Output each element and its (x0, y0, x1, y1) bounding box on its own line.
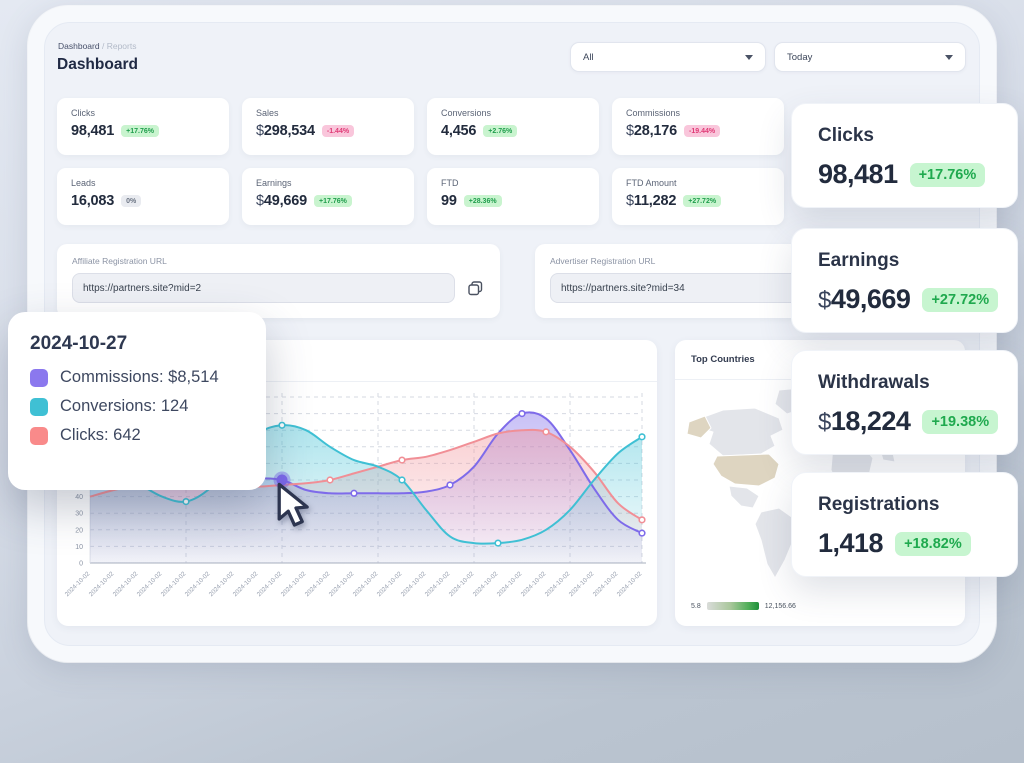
trend-badge: +27.72% (922, 287, 999, 312)
chevron-down-icon (945, 54, 953, 60)
trend-badge: +17.76% (314, 195, 352, 207)
floating-card-value: 18,224 (830, 406, 911, 436)
mouse-cursor-icon (277, 482, 309, 527)
stat-value: 99 (441, 193, 457, 209)
advertiser-url-label: Advertiser Registration URL (550, 256, 656, 266)
period-filter-value: Today (787, 51, 813, 63)
floating-card-label: Earnings (818, 250, 900, 271)
breadcrumb-dashboard-link[interactable]: Dashboard (58, 41, 100, 51)
map-scale-min: 5.8 (691, 602, 701, 610)
floating-withdrawals-card: Withdrawals $18,224 +19.38% (791, 350, 1018, 455)
trend-badge: +28.36% (463, 195, 502, 207)
chart-card-header (57, 340, 657, 382)
svg-text:0: 0 (79, 561, 83, 568)
copy-button[interactable] (465, 278, 485, 298)
tooltip-row-clicks: Clicks: 642 (30, 426, 244, 445)
floating-card-value: 49,669 (830, 284, 911, 314)
tooltip-row-commissions: Commissions: $8,514 (30, 368, 244, 387)
category-filter-value: All (583, 51, 594, 63)
trend-badge: +17.76% (909, 162, 986, 187)
floating-card-label: Clicks (818, 125, 874, 146)
trend-badge: +19.38% (922, 409, 999, 434)
commissions-swatch (30, 368, 48, 387)
trend-badge: +18.82% (895, 531, 971, 556)
trend-badge: +27.72% (683, 195, 722, 207)
period-filter-select[interactable]: Today (774, 42, 966, 72)
trend-badge: +2.76% (483, 125, 518, 137)
trend-badge: -1.44% (321, 125, 355, 137)
stat-label: Clicks (71, 108, 95, 118)
clicks-swatch (30, 426, 48, 445)
map-alaska-highlighted (686, 415, 712, 439)
tooltip-row-conversions: Conversions: 124 (30, 397, 244, 416)
page-title: Dashboard (57, 56, 138, 73)
floating-card-label: Withdrawals (818, 372, 930, 393)
copy-icon (467, 280, 482, 295)
breadcrumb-separator: / (101, 41, 107, 51)
stat-label: Leads (71, 178, 96, 188)
stat-value: 98,481 (71, 123, 115, 139)
stat-value: $49,669 (256, 193, 308, 209)
svg-text:30: 30 (75, 511, 83, 518)
trend-badge: 0% (121, 195, 142, 207)
stat-value: $28,176 (626, 123, 678, 139)
stat-label: Sales (256, 108, 279, 118)
stat-value: 16,083 (71, 193, 115, 209)
svg-text:10: 10 (75, 544, 83, 551)
stat-label: FTD (441, 178, 459, 188)
chart-tooltip: 2024-10-27 Commissions: $8,514 Conversio… (8, 312, 266, 490)
stat-label: Earnings (256, 178, 292, 188)
breadcrumb: Dashboard / Reports (58, 41, 136, 51)
stat-card-commissions: Commissions $28,176 -19.44% (612, 98, 784, 155)
conversions-swatch (30, 397, 48, 416)
trend-badge: +17.76% (121, 125, 159, 137)
stat-card-conversions: Conversions 4,456 +2.76% (427, 98, 599, 155)
stat-label: Conversions (441, 108, 492, 118)
svg-text:2024-10-02: 2024-10-02 (616, 570, 644, 598)
stat-card-leads: Leads 16,083 0% (57, 168, 229, 225)
stat-card-earnings: Earnings $49,669 +17.76% (242, 168, 414, 225)
floating-clicks-card: Clicks 98,481 +17.76% (791, 103, 1018, 208)
floating-earnings-card: Earnings $49,669 +27.72% (791, 228, 1018, 333)
stat-value: 4,456 (441, 123, 477, 139)
floating-registrations-card: Registrations 1,418 +18.82% (791, 472, 1018, 577)
floating-card-value: 98,481 (818, 159, 898, 189)
chevron-down-icon (745, 54, 753, 60)
floating-card-label: Registrations (818, 494, 940, 515)
trend-badge: -19.44% (684, 125, 721, 137)
stat-label: Commissions (626, 108, 681, 118)
tooltip-date: 2024-10-27 (30, 333, 128, 354)
stat-value: $298,534 (256, 123, 315, 139)
svg-text:20: 20 (75, 527, 83, 534)
stat-card-clicks: Clicks 98,481 +17.76% (57, 98, 229, 155)
affiliate-url-label: Affiliate Registration URL (72, 256, 167, 266)
floating-card-value: 1,418 (818, 528, 884, 558)
category-filter-select[interactable]: All (570, 42, 766, 72)
affiliate-url-input[interactable] (72, 273, 455, 303)
map-scale-legend: 5.8 12,156.66 (691, 602, 796, 610)
map-usa-highlighted (712, 453, 780, 487)
currency-symbol: $ (818, 287, 831, 314)
svg-text:40: 40 (75, 494, 83, 501)
stat-card-ftd: FTD 99 +28.36% (427, 168, 599, 225)
currency-symbol: $ (818, 409, 831, 436)
map-south-america (754, 507, 796, 579)
stat-label: FTD Amount (626, 178, 677, 188)
map-scale-gradient-bar (706, 602, 759, 610)
stat-card-sales: Sales $298,534 -1.44% (242, 98, 414, 155)
breadcrumb-reports: Reports (106, 41, 137, 51)
map-canada (698, 407, 784, 457)
performance-area-chart[interactable]: 01020304050607080901002024-10-022024-10-… (57, 382, 657, 625)
affiliate-url-card: Affiliate Registration URL (57, 244, 500, 318)
stat-card-ftd-amount: FTD Amount $11,282 +27.72% (612, 168, 784, 225)
stat-value: $11,282 (626, 193, 677, 209)
map-scale-max: 12,156.66 (764, 602, 796, 610)
map-mexico (728, 485, 760, 509)
